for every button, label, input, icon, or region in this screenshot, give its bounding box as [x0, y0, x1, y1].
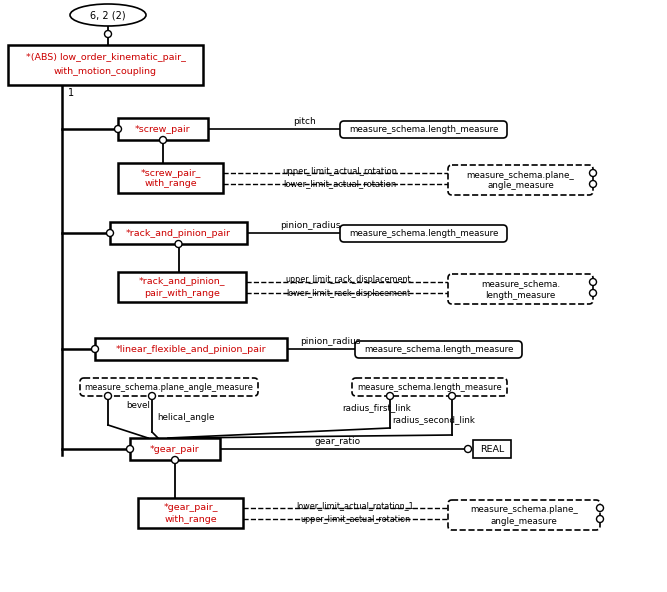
FancyBboxPatch shape: [95, 338, 287, 360]
Circle shape: [464, 446, 472, 452]
Text: measure_schema.length_measure: measure_schema.length_measure: [357, 382, 502, 391]
FancyBboxPatch shape: [80, 378, 258, 396]
Text: length_measure: length_measure: [486, 291, 556, 300]
Text: pinion_radius: pinion_radius: [299, 337, 360, 346]
Circle shape: [448, 392, 456, 400]
FancyBboxPatch shape: [130, 438, 220, 460]
Circle shape: [127, 446, 133, 452]
Circle shape: [171, 456, 179, 464]
Circle shape: [149, 392, 155, 400]
Text: measure_schema.plane_: measure_schema.plane_: [470, 506, 578, 514]
Text: angle_measure: angle_measure: [487, 182, 554, 191]
Circle shape: [115, 126, 121, 133]
FancyBboxPatch shape: [352, 378, 507, 396]
Text: pitch: pitch: [293, 117, 316, 127]
Text: pinion_radius: pinion_radius: [279, 221, 340, 230]
Text: helical_angle: helical_angle: [157, 413, 214, 422]
Circle shape: [590, 169, 596, 176]
Text: with_range: with_range: [144, 179, 197, 188]
Text: 1: 1: [68, 88, 74, 98]
Text: measure_schema.plane_: measure_schema.plane_: [467, 170, 574, 179]
Text: *rack_and_pinion_: *rack_and_pinion_: [139, 278, 225, 287]
Text: angle_measure: angle_measure: [491, 516, 558, 526]
Text: bevel: bevel: [126, 401, 150, 410]
Circle shape: [159, 137, 167, 143]
Text: lower_limit_actual_rotation: lower_limit_actual_rotation: [283, 179, 397, 188]
Text: *gear_pair: *gear_pair: [150, 445, 200, 453]
Circle shape: [175, 240, 182, 247]
Text: lower_limit_actual_rotation_1: lower_limit_actual_rotation_1: [296, 501, 414, 510]
Circle shape: [105, 392, 111, 400]
FancyBboxPatch shape: [118, 272, 246, 302]
Circle shape: [107, 230, 113, 236]
FancyBboxPatch shape: [448, 165, 593, 195]
Text: gear_ratio: gear_ratio: [315, 437, 361, 446]
Text: with_range: with_range: [164, 514, 217, 523]
FancyBboxPatch shape: [340, 121, 507, 138]
FancyBboxPatch shape: [8, 45, 203, 85]
Circle shape: [590, 181, 596, 188]
Text: 6, 2 (2): 6, 2 (2): [90, 10, 126, 20]
FancyBboxPatch shape: [110, 222, 247, 244]
Circle shape: [91, 346, 99, 352]
Text: upper_limit_actual_rotation: upper_limit_actual_rotation: [283, 166, 398, 175]
FancyBboxPatch shape: [473, 440, 511, 458]
Text: lower_limit_rack_displacement: lower_limit_rack_displacement: [286, 288, 410, 298]
FancyBboxPatch shape: [118, 163, 223, 193]
FancyBboxPatch shape: [340, 225, 507, 242]
Circle shape: [590, 289, 596, 297]
Circle shape: [596, 516, 604, 523]
FancyBboxPatch shape: [118, 118, 208, 140]
Text: *screw_pair_: *screw_pair_: [140, 169, 201, 178]
Text: *rack_and_pinion_pair: *rack_and_pinion_pair: [126, 229, 231, 237]
Text: *linear_flexible_and_pinion_pair: *linear_flexible_and_pinion_pair: [115, 345, 266, 353]
Text: upper_limit_actual_rotation: upper_limit_actual_rotation: [300, 514, 410, 523]
Text: upper_limit_rack_displacement: upper_limit_rack_displacement: [285, 275, 411, 285]
Circle shape: [596, 504, 604, 511]
Text: *gear_pair_: *gear_pair_: [163, 504, 217, 513]
Text: radius_second_link: radius_second_link: [392, 416, 475, 424]
Text: *screw_pair: *screw_pair: [135, 124, 191, 134]
Text: measure_schema.plane_angle_measure: measure_schema.plane_angle_measure: [85, 382, 253, 391]
Text: radius_first_link: radius_first_link: [342, 404, 411, 413]
Text: REAL: REAL: [480, 445, 504, 453]
FancyBboxPatch shape: [448, 500, 600, 530]
FancyBboxPatch shape: [138, 498, 243, 528]
Text: measure_schema.length_measure: measure_schema.length_measure: [349, 125, 498, 134]
Ellipse shape: [70, 4, 146, 26]
Text: measure_schema.: measure_schema.: [481, 279, 560, 288]
Text: with_motion_coupling: with_motion_coupling: [54, 67, 157, 76]
FancyBboxPatch shape: [355, 341, 522, 358]
Text: pair_with_range: pair_with_range: [144, 288, 220, 298]
Text: measure_schema.length_measure: measure_schema.length_measure: [364, 345, 513, 354]
Text: measure_schema.length_measure: measure_schema.length_measure: [349, 229, 498, 238]
Circle shape: [386, 392, 394, 400]
Text: *(ABS) low_order_kinematic_pair_: *(ABS) low_order_kinematic_pair_: [25, 53, 185, 63]
Circle shape: [105, 31, 111, 37]
Circle shape: [590, 278, 596, 285]
FancyBboxPatch shape: [448, 274, 593, 304]
